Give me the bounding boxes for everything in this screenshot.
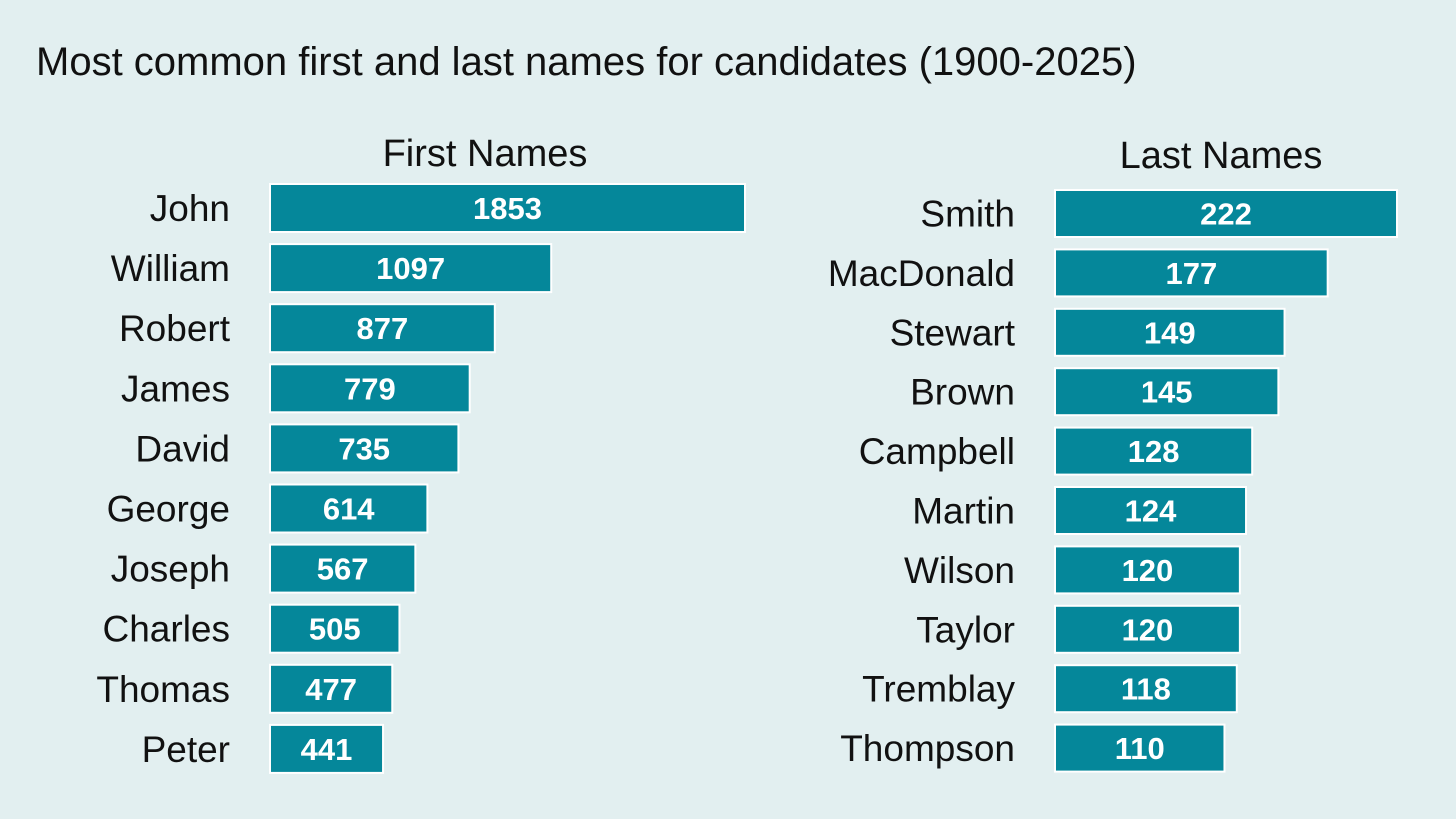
- last-names-value-label: 149: [1144, 315, 1196, 350]
- last-names-category-label: Brown: [910, 372, 1015, 413]
- last-names-category-label: Tremblay: [862, 669, 1015, 710]
- first-names-value-label: 505: [309, 612, 361, 647]
- last-names-category-label: Wilson: [904, 550, 1015, 591]
- last-names-bar: [1054, 664, 1238, 714]
- last-names-value-label: 110: [1115, 731, 1165, 766]
- first-names-bar: [269, 243, 553, 294]
- last-names-value-label: 128: [1128, 434, 1180, 469]
- first-names-value-label: 441: [301, 732, 353, 767]
- last-names-value-label: 120: [1122, 612, 1174, 647]
- last-names-value-label: 145: [1141, 375, 1193, 410]
- first-names-category-label: James: [121, 368, 230, 409]
- last-names-bar: [1054, 723, 1226, 773]
- last-names-value-label: 118: [1121, 672, 1171, 707]
- last-names-bar: [1054, 307, 1286, 357]
- first-names-value-label: 567: [317, 552, 369, 587]
- first-names-bar: [269, 663, 394, 714]
- last-names-value-label: 177: [1165, 256, 1217, 291]
- last-names-category-label: Stewart: [890, 312, 1016, 353]
- last-names-bar: [1054, 189, 1398, 238]
- last-names-category-label: Taylor: [916, 609, 1015, 650]
- first-names-bar: [269, 183, 746, 233]
- last-names-bar: [1054, 426, 1254, 476]
- first-names-bar: [269, 603, 401, 654]
- last-names-category-label: Martin: [912, 491, 1015, 532]
- last-names-value-label: 124: [1125, 494, 1177, 529]
- first-names-category-label: Peter: [142, 729, 230, 770]
- first-names-bar: [269, 423, 460, 474]
- chart-title: Most common first and last names for can…: [36, 40, 1137, 84]
- first-names-category-label: Joseph: [111, 549, 230, 590]
- first-names-category-label: Charles: [103, 609, 231, 650]
- first-names-category-label: Robert: [119, 308, 231, 349]
- last-names-bar: [1054, 367, 1280, 417]
- first-names-category-label: Thomas: [96, 669, 230, 710]
- last-names-bar: [1054, 604, 1241, 654]
- first-names-bar: [269, 363, 471, 414]
- first-names-category-label: George: [107, 489, 230, 530]
- last-names-value-label: 120: [1122, 553, 1174, 588]
- first-names-value-label: 735: [338, 431, 390, 466]
- first-names-bar: [269, 483, 429, 534]
- last-names-value-label: 222: [1200, 197, 1252, 232]
- first-names-value-label: 779: [344, 371, 396, 406]
- first-names-bar: [269, 543, 417, 594]
- last-names-category-label: Thompson: [840, 728, 1015, 769]
- last-names-category-label: Campbell: [859, 431, 1015, 472]
- last-names-bar: [1054, 248, 1329, 298]
- first-names-value-label: 477: [305, 672, 357, 707]
- last-names-category-label: Smith: [920, 194, 1015, 235]
- last-names-bar: [1054, 545, 1241, 595]
- first-names-category-label: David: [135, 428, 230, 469]
- first-names-category-label: William: [111, 248, 230, 289]
- last-names-category-label: MacDonald: [828, 253, 1015, 294]
- first-names-title: First Names: [383, 133, 588, 175]
- first-names-value-label: 1853: [473, 191, 542, 226]
- first-names-bar: [269, 303, 496, 354]
- first-names-category-label: John: [150, 188, 230, 229]
- first-names-bar: [269, 723, 385, 774]
- first-names-value-label: 1097: [376, 251, 445, 286]
- last-names-bar: [1054, 486, 1248, 535]
- first-names-value-label: 614: [323, 492, 375, 527]
- last-names-title: Last Names: [1120, 135, 1323, 177]
- first-names-value-label: 877: [357, 311, 409, 346]
